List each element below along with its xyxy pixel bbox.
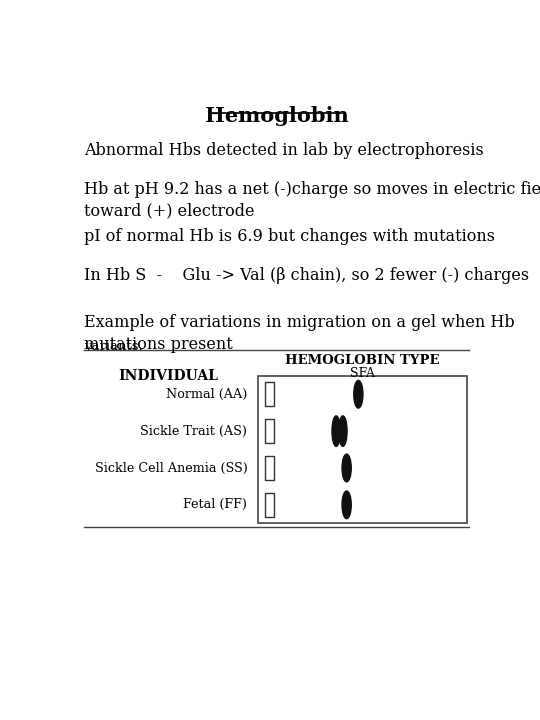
Text: Sickle Cell Anemia (SS): Sickle Cell Anemia (SS): [94, 462, 247, 474]
Bar: [265, 382, 274, 406]
Text: In Hb S  -    Glu -> Val (β chain), so 2 fewer (-) charges: In Hb S - Glu -> Val (β chain), so 2 few…: [84, 266, 529, 284]
Text: Hb at pH 9.2 has a net (-)charge so moves in electric field
toward (+) electrode: Hb at pH 9.2 has a net (-)charge so move…: [84, 181, 540, 220]
Text: Abnormal Hbs detected in lab by electrophoresis: Abnormal Hbs detected in lab by electrop…: [84, 142, 484, 159]
Text: pI of normal Hb is 6.9 but changes with mutations: pI of normal Hb is 6.9 but changes with …: [84, 228, 495, 245]
Ellipse shape: [332, 416, 340, 446]
Text: Fetal (FF): Fetal (FF): [184, 498, 247, 511]
Ellipse shape: [354, 380, 363, 408]
Bar: [265, 492, 274, 517]
Ellipse shape: [342, 454, 351, 482]
Ellipse shape: [339, 416, 347, 446]
Text: Example of variations in migration on a gel when Hb
mutations present: Example of variations in migration on a …: [84, 314, 515, 353]
Text: SFA: SFA: [350, 367, 375, 380]
Text: variants.: variants.: [84, 340, 143, 353]
Ellipse shape: [342, 491, 351, 518]
Text: INDIVIDUAL: INDIVIDUAL: [118, 369, 218, 383]
Bar: [265, 419, 274, 444]
Bar: [258, 376, 467, 523]
Bar: [265, 456, 274, 480]
Text: HEMOGLOBIN TYPE: HEMOGLOBIN TYPE: [285, 354, 440, 366]
Text: Sickle Trait (AS): Sickle Trait (AS): [140, 425, 247, 438]
Text: Normal (AA): Normal (AA): [166, 388, 247, 401]
Text: Hemoglobin: Hemoglobin: [205, 106, 349, 126]
